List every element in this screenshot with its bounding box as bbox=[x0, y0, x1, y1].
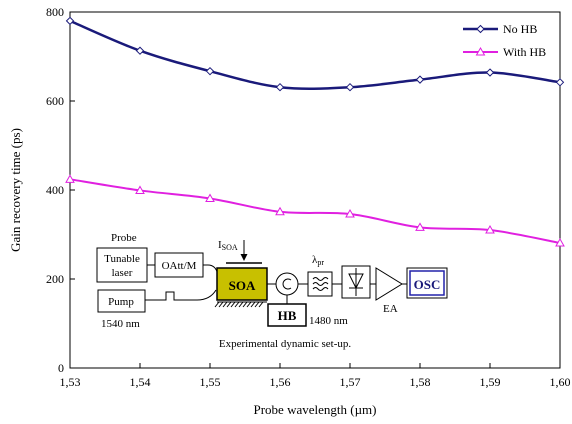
soa-box bbox=[216, 267, 268, 301]
hb-label: HB bbox=[278, 308, 297, 323]
y-tick-label: 400 bbox=[46, 183, 64, 197]
photodiode-icon bbox=[348, 268, 364, 296]
soa-label: SOA bbox=[229, 278, 256, 293]
tunable-laser-line1: Tunable bbox=[104, 253, 140, 265]
osc-box-inner bbox=[409, 270, 445, 296]
isoa-sub: SOA bbox=[222, 243, 238, 252]
x-tick-labels: 1,53 1,54 1,55 1,56 1,57 1,58 1,59 1,60 bbox=[60, 375, 571, 389]
x-axis-label: Probe wavelength (µm) bbox=[253, 402, 376, 417]
data-point-no-hb bbox=[65, 16, 75, 26]
legend-marker-with-hb bbox=[475, 46, 486, 56]
osc-label: OSC bbox=[414, 277, 441, 292]
data-point-with-hb bbox=[415, 222, 425, 231]
data-point-with-hb bbox=[275, 206, 285, 216]
axis-ticks bbox=[69, 11, 561, 369]
series-line-no-hb bbox=[69, 19, 561, 90]
x-tick-label: 1,54 bbox=[130, 375, 151, 389]
legend-label-no-hb: No HB bbox=[503, 22, 537, 36]
isoa-main: I bbox=[218, 239, 222, 251]
legend-marker-no-hb bbox=[476, 24, 485, 34]
y-tick-label: 800 bbox=[46, 5, 64, 19]
fiber-pump-coupler bbox=[145, 289, 217, 301]
amplifier-icon bbox=[375, 267, 403, 301]
x-tick-label: 1,53 bbox=[60, 375, 81, 389]
data-point-no-hb bbox=[485, 68, 495, 77]
tunable-laser-line2: laser bbox=[112, 267, 133, 279]
y-tick-label: 200 bbox=[46, 272, 64, 286]
data-point-with-hb bbox=[555, 237, 565, 247]
hb-box bbox=[267, 303, 307, 327]
hatch-line bbox=[246, 301, 252, 308]
hatch-line bbox=[218, 301, 224, 308]
y-axis-label: Gain recovery time (ps) bbox=[8, 128, 23, 252]
data-point-with-hb bbox=[345, 209, 355, 218]
x-tick-label: 1,56 bbox=[270, 375, 291, 389]
data-point-with-hb bbox=[135, 185, 145, 194]
ground-hatch bbox=[214, 301, 264, 308]
lambda-label: λpr bbox=[312, 254, 324, 267]
hb-wavelength: 1480 nm bbox=[309, 315, 348, 327]
hatch-line bbox=[254, 301, 260, 308]
hatch-line bbox=[258, 301, 264, 308]
series-group bbox=[65, 16, 565, 247]
hatch-line bbox=[242, 301, 248, 308]
data-point-no-hb bbox=[415, 75, 425, 84]
data-point-with-hb bbox=[485, 225, 495, 234]
x-tick-label: 1,55 bbox=[200, 375, 221, 389]
hatch-line bbox=[230, 301, 236, 308]
fiber-oatt-coupler bbox=[203, 264, 219, 276]
x-tick-label: 1,60 bbox=[550, 375, 571, 389]
tunable-laser-box bbox=[96, 247, 148, 283]
pump-box bbox=[97, 289, 146, 313]
setup-caption: Experimental dynamic set-up. bbox=[219, 338, 352, 350]
lambda-sub: pr bbox=[317, 258, 324, 267]
hatch-line bbox=[238, 301, 244, 308]
hatch-line bbox=[226, 301, 232, 308]
hatch-line bbox=[250, 301, 256, 308]
filter-icon bbox=[312, 277, 329, 291]
lambda-main: λ bbox=[312, 254, 318, 266]
hatch-line bbox=[214, 301, 220, 308]
hatch-line bbox=[222, 301, 228, 308]
x-tick-label: 1,57 bbox=[340, 375, 361, 389]
circulator-icon bbox=[275, 272, 299, 296]
legend-label-with-hb: With HB bbox=[503, 45, 546, 59]
isoa-label: ISOA bbox=[218, 239, 238, 252]
pump-label: Pump bbox=[108, 296, 134, 308]
current-arrow-head bbox=[240, 254, 248, 261]
data-point-no-hb bbox=[555, 78, 565, 87]
y-tick-label: 0 bbox=[58, 361, 64, 375]
y-tick-labels: 0 200 400 600 800 bbox=[46, 5, 64, 375]
probe-label: Probe bbox=[111, 232, 137, 244]
circulator-arrow bbox=[282, 278, 292, 290]
pump-wavelength: 1540 nm bbox=[101, 318, 140, 330]
data-point-no-hb bbox=[205, 66, 215, 76]
setup-diagram: Probe Tunable laser Pump 1540 nm OAtt/M … bbox=[96, 232, 448, 350]
legend: No HB With HB bbox=[463, 22, 546, 59]
y-tick-label: 600 bbox=[46, 94, 64, 108]
hatch-line bbox=[234, 301, 240, 308]
data-point-no-hb bbox=[135, 46, 145, 55]
x-tick-label: 1,58 bbox=[410, 375, 431, 389]
osc-box-outer bbox=[406, 267, 448, 299]
data-point-no-hb bbox=[275, 82, 285, 92]
data-point-with-hb bbox=[205, 193, 215, 202]
series-line-with-hb bbox=[69, 178, 561, 244]
ea-label: EA bbox=[383, 303, 398, 315]
oatt-label: OAtt/M bbox=[162, 260, 197, 272]
oatt-box bbox=[154, 252, 204, 278]
data-point-no-hb bbox=[345, 82, 355, 92]
filter-box bbox=[307, 271, 333, 297]
x-tick-label: 1,59 bbox=[480, 375, 501, 389]
data-point-with-hb bbox=[65, 174, 75, 183]
